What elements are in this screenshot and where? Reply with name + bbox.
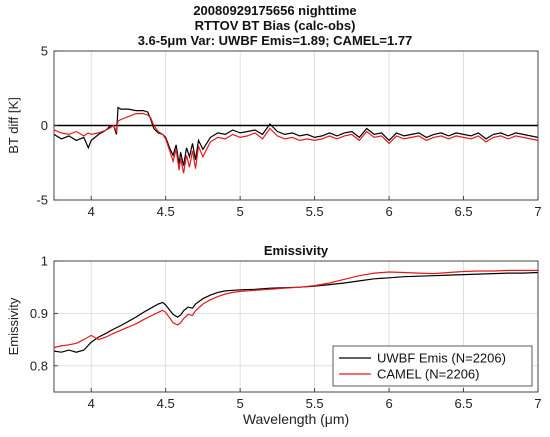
y-tick-label: 0.9 [30, 306, 48, 321]
x-tick-label: 5.5 [306, 396, 324, 411]
legend-box [332, 345, 533, 387]
legend-label: CAMEL (N=2206) [377, 367, 479, 382]
series-line-camel [54, 269, 538, 349]
figure-title-line-1: 20080929175656 nighttime [193, 3, 357, 18]
x-tick-label: 4 [88, 396, 95, 411]
x-tick-label: 7 [534, 204, 541, 219]
title-line-3-mu: μ [167, 33, 176, 48]
x-tick-label: 5 [237, 396, 244, 411]
series-line-camel [54, 113, 538, 174]
x-tick-label: 6 [385, 396, 392, 411]
series-line-uwbf [54, 271, 538, 353]
x-tick-label: 6 [385, 204, 392, 219]
axes-frame [53, 260, 539, 393]
legend: UWBF Emis (N=2206)CAMEL (N=2206) [332, 345, 533, 387]
x-tick-label: 4.5 [157, 204, 175, 219]
bt-bias-plot: 4 4.5 5 5.5 6 6.5 7 -5 0 5 BT diff [K] [6, 44, 542, 220]
x-tick-label: 6.5 [454, 204, 472, 219]
figure-title-line-3: 3.6-5μm Var: UWBF Emis=1.89; CAMEL=1.77 [0, 33, 550, 48]
series-line-uwbf [54, 106, 538, 166]
figure-title-line-2: RTTOV BT Bias (calc-obs) [194, 18, 356, 33]
x-tick-label: 4.5 [157, 396, 175, 411]
x-tick-label: 5.5 [306, 204, 324, 219]
subplot-title: Emissivity [264, 243, 329, 258]
x-tick-label: 6.5 [454, 396, 472, 411]
legend-label: UWBF Emis (N=2206) [377, 351, 506, 366]
title-line-3-suffix: m Var: UWBF Emis=1.89; CAMEL=1.77 [175, 33, 413, 48]
y-tick-label: -5 [36, 193, 48, 208]
x-tick-label: 5 [237, 204, 244, 219]
y-tick-label: 5 [41, 44, 48, 59]
y-axis-label: BT diff [K] [6, 97, 21, 154]
emissivity-plot: 4 4.5 5 5.5 6 6.5 7 0.8 0.9 1 Emissivity Emissivity… [6, 243, 542, 427]
x-axis-label: Wavelength (μm) [243, 411, 349, 427]
y-tick-label: 1 [41, 254, 48, 269]
y-tick-label: 0 [41, 118, 48, 133]
y-tick-label: 0.8 [30, 358, 48, 373]
x-tick-label: 7 [534, 396, 541, 411]
title-line-3-prefix: 3.6-5 [137, 33, 168, 48]
y-axis-label: Emissivity [6, 297, 21, 355]
x-tick-label: 4 [88, 204, 95, 219]
